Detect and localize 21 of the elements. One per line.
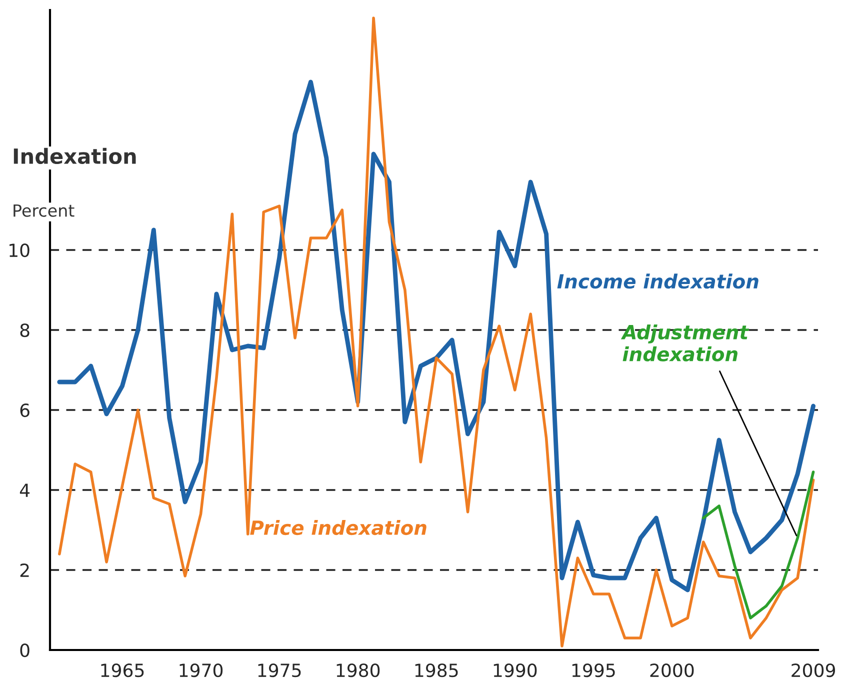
- x-tick-label: 1970: [180, 664, 223, 678]
- x-tick-label: 1975: [258, 664, 301, 678]
- x-tick-label: 1965: [101, 664, 144, 678]
- y-tick-label: 0: [20, 643, 30, 658]
- x-tick-label: 1995: [572, 664, 615, 678]
- series-label: Price indexation: [250, 520, 426, 536]
- y-tick-label: 2: [20, 563, 29, 577]
- x-tick-label: 2000: [650, 664, 694, 678]
- x-tick-label: 1985: [415, 664, 458, 678]
- x-tick-label: 1980: [336, 664, 380, 678]
- y-axis-title: Percent: [14, 204, 74, 217]
- y-tick-label: 4: [20, 484, 30, 497]
- x-tick-label: 1990: [494, 664, 537, 678]
- series-label: Income indexation: [557, 274, 758, 289]
- x-tick-label: 2009: [792, 664, 835, 678]
- y-tick-label: 6: [20, 403, 30, 418]
- y-tick-label: 10: [10, 243, 30, 258]
- text: Adjustment indexation: [620, 324, 750, 362]
- text: Indexation: [14, 148, 136, 164]
- line-series: [702, 470, 815, 620]
- y-tick-label: 8: [20, 323, 30, 338]
